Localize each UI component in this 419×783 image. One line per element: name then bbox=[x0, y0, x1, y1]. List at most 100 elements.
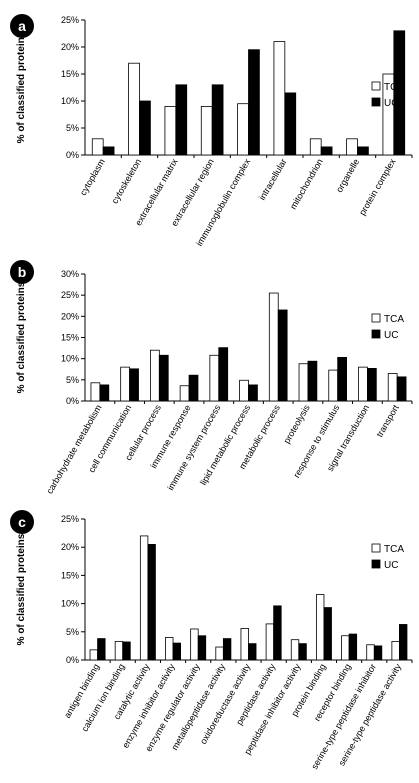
bar-tca bbox=[239, 379, 249, 402]
y-axis-label: % of classified proteins bbox=[16, 281, 27, 393]
y-tick-label: 10% bbox=[61, 354, 79, 364]
bar-tca bbox=[200, 106, 213, 156]
legend-label: TCA bbox=[384, 544, 404, 555]
legend-label: TCA bbox=[384, 314, 404, 325]
bar-uc bbox=[298, 643, 307, 661]
bar-uc bbox=[218, 347, 229, 402]
x-tick-label: cytoplasm bbox=[78, 157, 107, 197]
legend-swatch bbox=[371, 81, 381, 91]
bar-uc bbox=[273, 605, 282, 661]
x-tick-label: mitochondrion bbox=[288, 157, 325, 211]
bar-tca bbox=[237, 103, 249, 156]
y-tick-label: 5% bbox=[66, 375, 79, 385]
x-tick-label: carbohydrate metabolism bbox=[44, 403, 103, 496]
bar-uc bbox=[357, 146, 369, 156]
y-tick-label: 20% bbox=[61, 542, 79, 552]
bar-uc bbox=[172, 642, 181, 661]
y-tick-label: 10% bbox=[61, 599, 79, 609]
bar-tca bbox=[387, 373, 398, 402]
bar-uc bbox=[323, 607, 332, 661]
bar-tca bbox=[391, 640, 400, 661]
x-tick-label: protein complex bbox=[357, 157, 398, 217]
bar-tca bbox=[89, 649, 98, 661]
x-tick-label: immune system process bbox=[165, 403, 222, 492]
panel-badge bbox=[10, 260, 34, 284]
bar-uc bbox=[222, 638, 232, 661]
bar-tca bbox=[91, 138, 104, 156]
legend-label: TCA bbox=[384, 82, 404, 93]
panel-letter: b bbox=[18, 264, 27, 280]
y-tick-label: 15% bbox=[61, 69, 79, 79]
chart-panel-b: b 0% 5% 10% 15% 20% 25% 30% % of classified prot… bbox=[10, 260, 413, 496]
y-tick-label: 5% bbox=[66, 627, 79, 637]
bar-tca bbox=[316, 594, 325, 661]
y-tick-label: 15% bbox=[61, 333, 79, 343]
y-axis-label: % of classified proteins bbox=[16, 31, 27, 143]
bar-uc bbox=[277, 309, 288, 402]
bar-uc bbox=[158, 354, 169, 402]
bar-uc bbox=[129, 368, 139, 402]
bar-uc bbox=[188, 374, 199, 402]
chart-panel-c: c 0% 5% 10% 15% 20% 25% % of classified protein… bbox=[10, 510, 413, 771]
bar-tca bbox=[139, 535, 149, 661]
bar-uc bbox=[399, 624, 408, 661]
y-tick-label: 25% bbox=[61, 290, 79, 300]
x-tick-label: organelle bbox=[334, 157, 361, 194]
x-tick-label: transport bbox=[374, 403, 401, 439]
bar-uc bbox=[102, 146, 115, 156]
y-tick-label: 0% bbox=[66, 150, 79, 160]
bar-uc bbox=[307, 360, 318, 402]
chart-panel-a: a 0% 5% 10% 15% 20% 25% % of classified protein… bbox=[10, 14, 413, 248]
bar-tca bbox=[358, 366, 368, 402]
y-tick-label: 0% bbox=[66, 396, 79, 406]
legend-swatch bbox=[371, 543, 381, 553]
panel-letter: c bbox=[18, 514, 26, 530]
bar-tca bbox=[114, 640, 124, 661]
y-tick-label: 0% bbox=[66, 655, 79, 665]
legend-swatch bbox=[371, 97, 381, 107]
bar-tca bbox=[268, 292, 279, 402]
y-tick-label: 25% bbox=[61, 514, 79, 524]
bar-uc bbox=[175, 84, 188, 156]
y-axis-label: % of classified proteins bbox=[16, 533, 27, 645]
bar-uc bbox=[147, 543, 156, 661]
y-tick-label: 30% bbox=[61, 269, 79, 279]
bar-tca bbox=[120, 366, 130, 402]
bar-uc bbox=[248, 384, 258, 402]
x-tick-label: cytoskeleton bbox=[110, 157, 144, 205]
bar-uc bbox=[248, 643, 257, 661]
bar-uc bbox=[122, 641, 131, 661]
bar-tca bbox=[215, 646, 224, 661]
bar-uc bbox=[348, 633, 358, 661]
bar-uc bbox=[396, 376, 407, 402]
bar-tca bbox=[265, 623, 275, 661]
bar-tca bbox=[164, 106, 177, 156]
bar-tca bbox=[298, 363, 309, 402]
bar-uc bbox=[211, 84, 224, 156]
bar-uc bbox=[97, 638, 106, 661]
bar-tca bbox=[179, 385, 190, 402]
legend-label: UC bbox=[384, 560, 398, 571]
y-tick-label: 25% bbox=[61, 15, 79, 25]
bar-tca bbox=[328, 369, 339, 402]
bar-tca bbox=[290, 639, 300, 661]
bar-tca bbox=[273, 41, 286, 156]
bar-tca bbox=[165, 637, 174, 661]
bar-uc bbox=[99, 384, 110, 402]
bar-uc bbox=[248, 49, 260, 156]
bar-tca bbox=[240, 628, 249, 661]
legend-swatch bbox=[371, 329, 381, 339]
bar-uc bbox=[373, 645, 383, 661]
bar-uc bbox=[320, 146, 333, 156]
y-tick-label: 5% bbox=[66, 123, 79, 133]
bar-tca bbox=[190, 628, 199, 661]
x-tick-label: proteolysis bbox=[282, 403, 312, 446]
bar-tca bbox=[309, 138, 322, 156]
bar-uc bbox=[367, 367, 377, 402]
panel-badge bbox=[10, 14, 34, 38]
bar-uc bbox=[393, 30, 406, 156]
bar-uc bbox=[337, 356, 347, 402]
panel-badge bbox=[10, 510, 34, 534]
y-tick-label: 20% bbox=[61, 42, 79, 52]
